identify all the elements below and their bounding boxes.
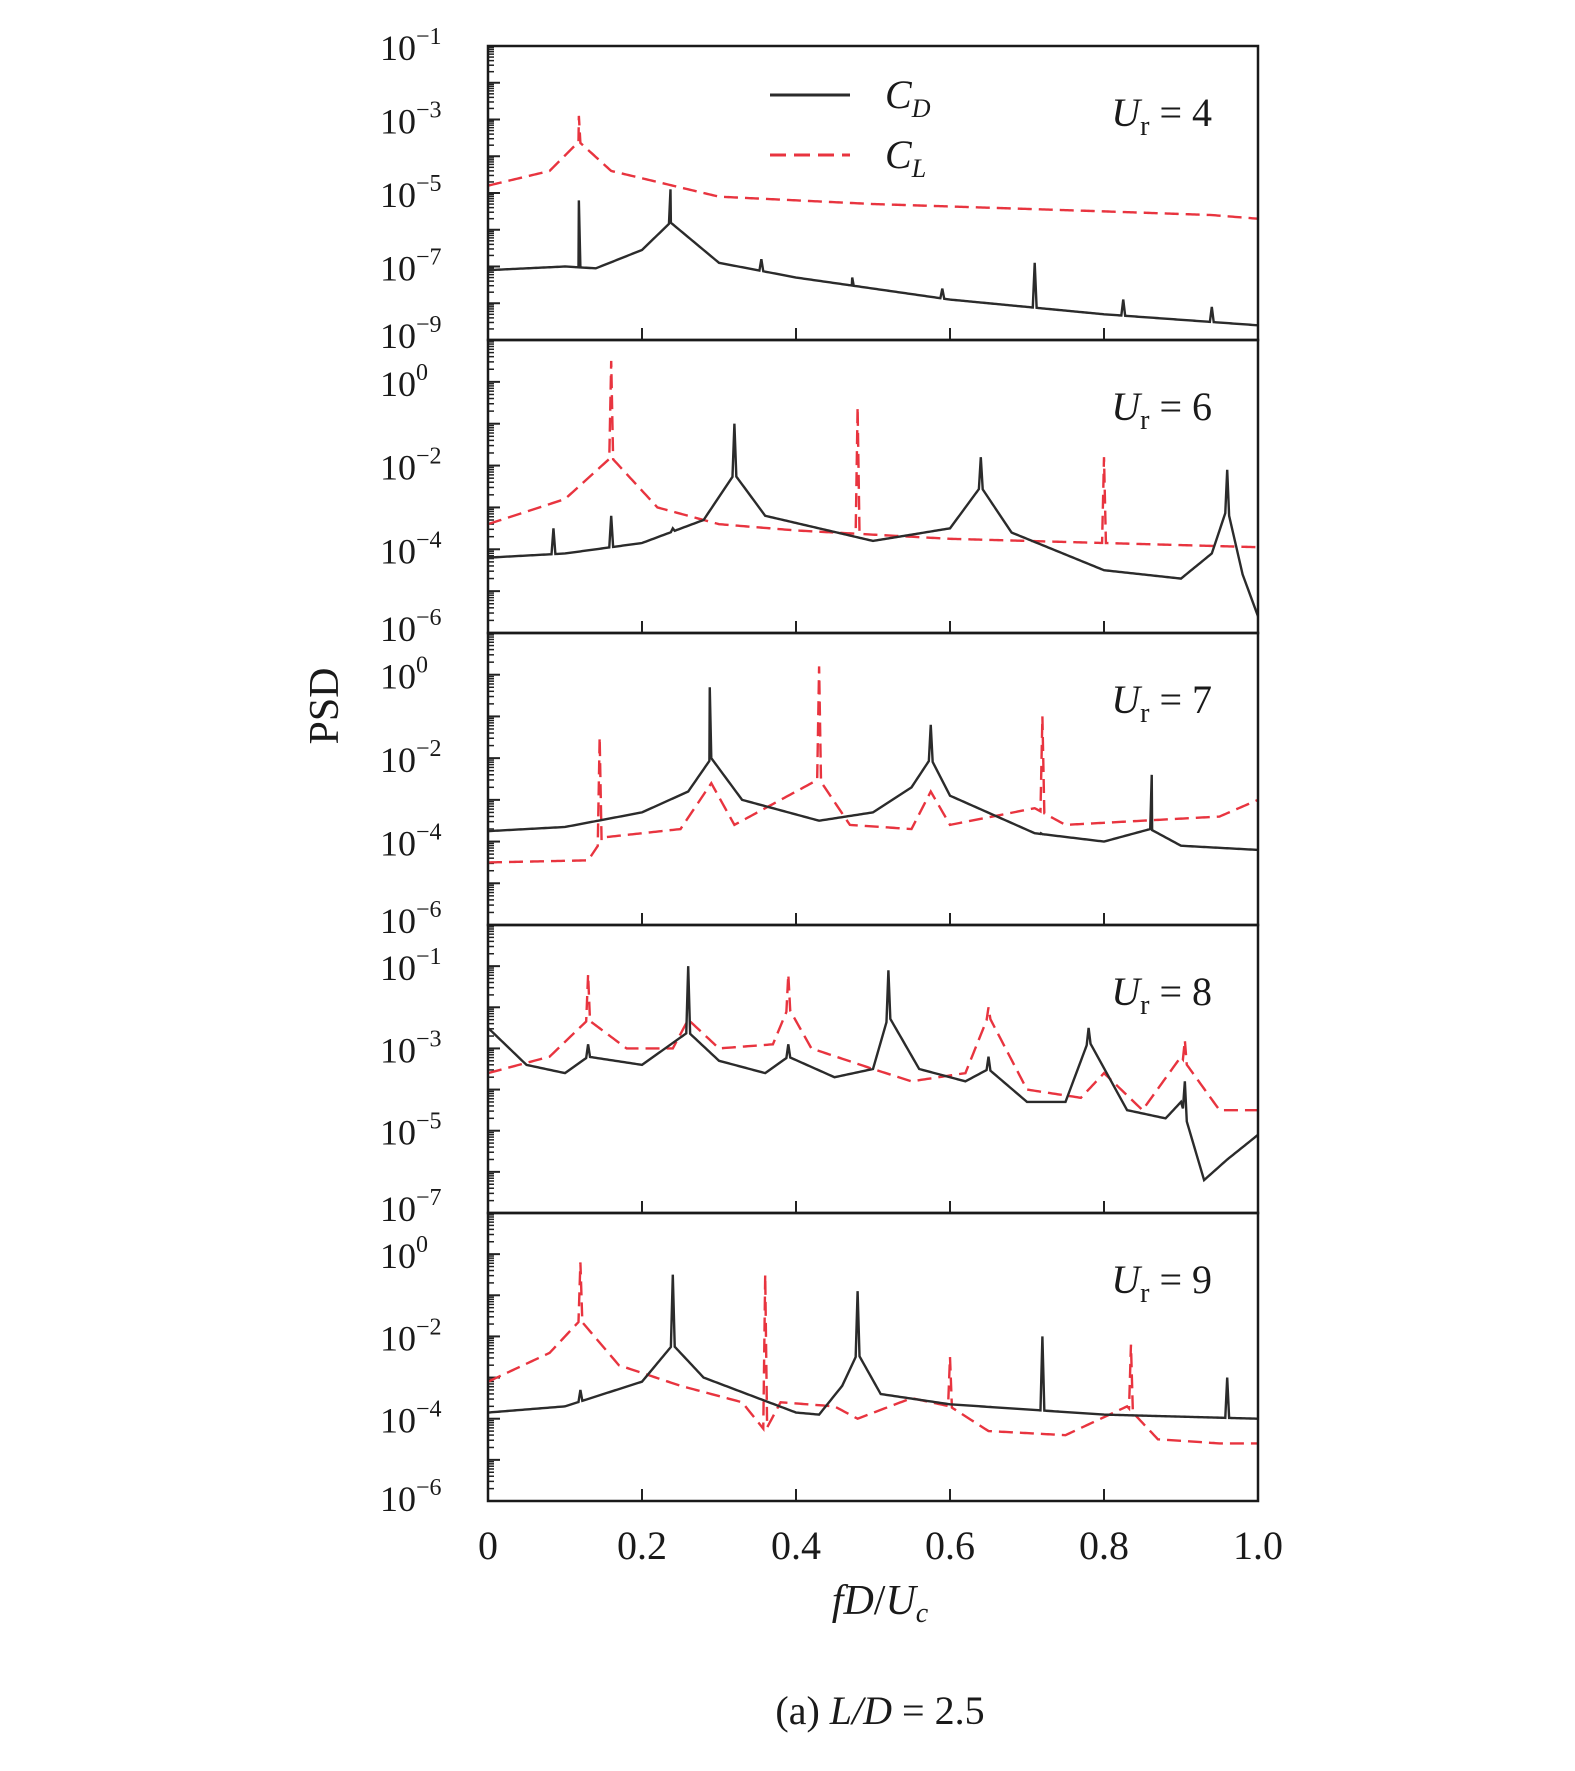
panel-frame <box>486 1211 1260 1503</box>
y-tick-label: 10−5 <box>380 1109 442 1153</box>
series-cd-line <box>488 687 1258 852</box>
x-axis-label: fD/Uc <box>832 1578 929 1629</box>
panel-2: 100 10−2 10−4 10−6 Ur = 6 <box>380 338 1260 649</box>
series-cd-line <box>488 966 1258 1183</box>
y-tick-label: 10−1 <box>380 24 442 68</box>
y-tick-label: 100 <box>380 1232 428 1276</box>
y-tick-label: 10−6 <box>380 897 442 941</box>
panel-label: Ur = 9 <box>1111 1257 1212 1309</box>
x-tick-label: 0.2 <box>617 1523 667 1568</box>
panel-4: 10−1 10−3 10−5 10−7 Ur = 8 <box>380 923 1260 1229</box>
series-cl-line <box>488 1262 1258 1445</box>
y-tick-label: 10−3 <box>380 1026 442 1070</box>
series-cd-line <box>488 1274 1258 1420</box>
y-tick-label: 10−6 <box>380 1475 442 1519</box>
panel-frame <box>486 44 1260 342</box>
y-tick-label: 10−2 <box>380 736 442 780</box>
x-tick-label: 1.0 <box>1233 1523 1283 1568</box>
y-tick-label: 10−5 <box>380 171 442 215</box>
panel-5: 100 10−2 10−4 10−6 Ur = 9 <box>380 1211 1260 1519</box>
panel-1: 10−1 10−3 10−5 10−7 10−9 Ur = 4 <box>380 24 1260 356</box>
panel-label: Ur = 8 <box>1111 969 1212 1021</box>
y-tick-label: 100 <box>380 653 428 697</box>
y-tick-label: 10−2 <box>380 444 442 488</box>
y-tick-label: 10−7 <box>380 245 442 289</box>
legend-label-cl: CL <box>885 132 926 183</box>
panel-3: 100 10−2 10−4 10−6 Ur = 7 <box>380 631 1260 941</box>
y-tick-label: 10−7 <box>380 1185 442 1229</box>
figure-caption: (a) L/D = 2.5 <box>775 1688 984 1733</box>
y-tick-label: 10−9 <box>380 312 442 356</box>
y-tick-label: 10−4 <box>380 1397 442 1441</box>
series-cl-line <box>488 666 1258 864</box>
series-cd-line <box>488 189 1258 327</box>
x-tick-label: 0 <box>478 1523 498 1568</box>
y-tick-label: 10−3 <box>380 98 442 142</box>
y-tick-label: 10−4 <box>380 527 442 571</box>
x-tick-label: 0.4 <box>771 1523 821 1568</box>
series-cl-line <box>488 974 1258 1112</box>
panels: 10−1 10−3 10−5 10−7 10−9 Ur = 4 100 10−2 10−4 10−… <box>380 24 1283 1568</box>
y-tick-label: 10−6 <box>380 605 442 649</box>
panel-label: Ur = 6 <box>1111 384 1212 436</box>
x-tick-label: 0.8 <box>1079 1523 1129 1568</box>
x-tick-label: 0.6 <box>925 1523 975 1568</box>
panel-label: Ur = 4 <box>1111 90 1212 142</box>
legend-label-cd: CD <box>885 72 931 123</box>
y-tick-label: 10−4 <box>380 820 442 864</box>
panel-frame <box>486 338 1260 635</box>
legend: CD CL <box>770 72 931 183</box>
series-cl-line <box>488 360 1258 549</box>
y-axis-label: PSD <box>302 667 348 744</box>
y-tick-label: 100 <box>380 360 428 404</box>
panel-frame <box>486 631 1260 927</box>
series-cd-line <box>488 423 1258 617</box>
y-tick-label: 10−1 <box>380 944 442 988</box>
panel-label: Ur = 7 <box>1111 677 1212 729</box>
series-cl-line <box>488 115 1258 220</box>
y-tick-label: 10−2 <box>380 1314 442 1358</box>
